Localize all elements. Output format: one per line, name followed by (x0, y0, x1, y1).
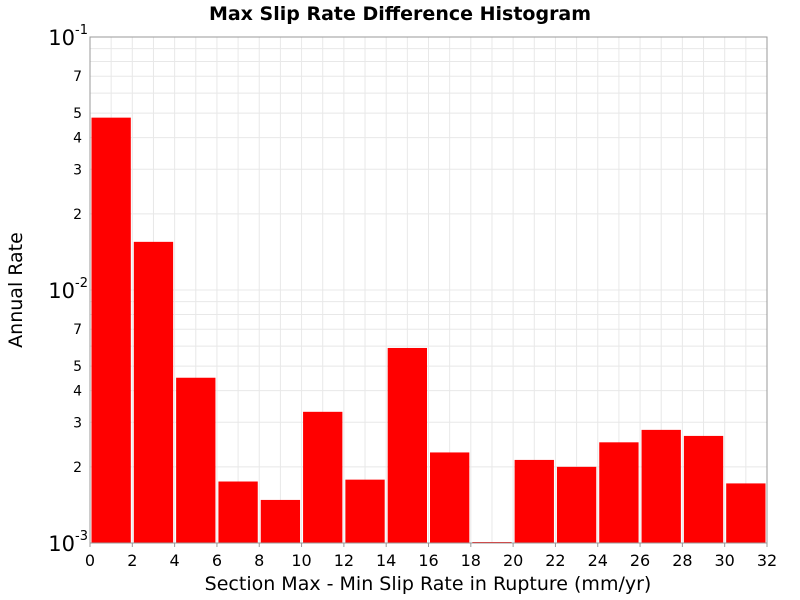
x-tick-label: 28 (672, 551, 692, 570)
histogram-bar (176, 377, 216, 543)
y-tick-label-decade: 10 (48, 532, 75, 556)
x-tick-label: 2 (127, 551, 137, 570)
y-tick-label-minor: 3 (73, 162, 82, 178)
histogram-bar (260, 499, 301, 543)
histogram-bar (726, 483, 766, 543)
y-tick-label-minor: 7 (73, 322, 82, 338)
histogram-bar (387, 347, 427, 543)
x-tick-label: 6 (212, 551, 222, 570)
x-axis-label: Section Max - Min Slip Rate in Rupture (… (205, 573, 652, 595)
x-tick-label: 16 (418, 551, 438, 570)
y-tick-label-minor: 7 (73, 69, 82, 85)
y-tick-label-minor: 3 (73, 415, 82, 431)
y-axis-label: Annual Rate (5, 232, 27, 348)
y-tick-label-exponent: -3 (75, 529, 88, 544)
y-tick-label-exponent: -2 (75, 276, 88, 291)
histogram-bar (599, 442, 639, 543)
y-tick-label-minor: 2 (73, 460, 82, 476)
y-tick-label-decade: 10 (48, 279, 75, 303)
x-tick-label: 0 (85, 551, 95, 570)
histogram-bar (556, 466, 597, 543)
x-tick-label: 8 (254, 551, 264, 570)
bars (91, 117, 766, 544)
histogram-bar (430, 452, 470, 543)
x-tick-label: 10 (291, 551, 311, 570)
y-tick-label-minor: 4 (73, 131, 82, 147)
x-tick-label: 30 (715, 551, 735, 570)
y-tick-label-minor: 4 (73, 384, 82, 400)
x-tick-label: 32 (757, 551, 777, 570)
histogram-bar (91, 117, 131, 543)
histogram-bar (133, 241, 174, 544)
y-tick-label-minor: 5 (73, 106, 82, 122)
chart-title: Max Slip Rate Difference Histogram (209, 3, 591, 25)
x-tick-label: 22 (545, 551, 565, 570)
histogram-bar (303, 411, 343, 543)
histogram-bar (345, 479, 385, 543)
x-tick-label: 18 (461, 551, 481, 570)
y-tick-label-decade: 10 (48, 26, 75, 50)
x-tick-label: 24 (588, 551, 608, 570)
y-tick-label-exponent: -1 (75, 23, 88, 38)
histogram-bar (218, 481, 258, 543)
x-tick-label: 26 (630, 551, 650, 570)
histogram-bar (641, 429, 681, 543)
y-tick-label-minor: 2 (73, 207, 82, 223)
x-axis-ticks: 0 2 4 6 8 10 12 14 16 18 20 22 24 26 28 30 32 (85, 543, 777, 570)
x-tick-label: 12 (334, 551, 354, 570)
y-tick-label-minor: 5 (73, 359, 82, 375)
x-tick-label: 14 (376, 551, 396, 570)
x-tick-label: 4 (170, 551, 180, 570)
x-tick-label: 20 (503, 551, 523, 570)
histogram-bar (514, 459, 554, 543)
histogram-bar (683, 435, 724, 543)
